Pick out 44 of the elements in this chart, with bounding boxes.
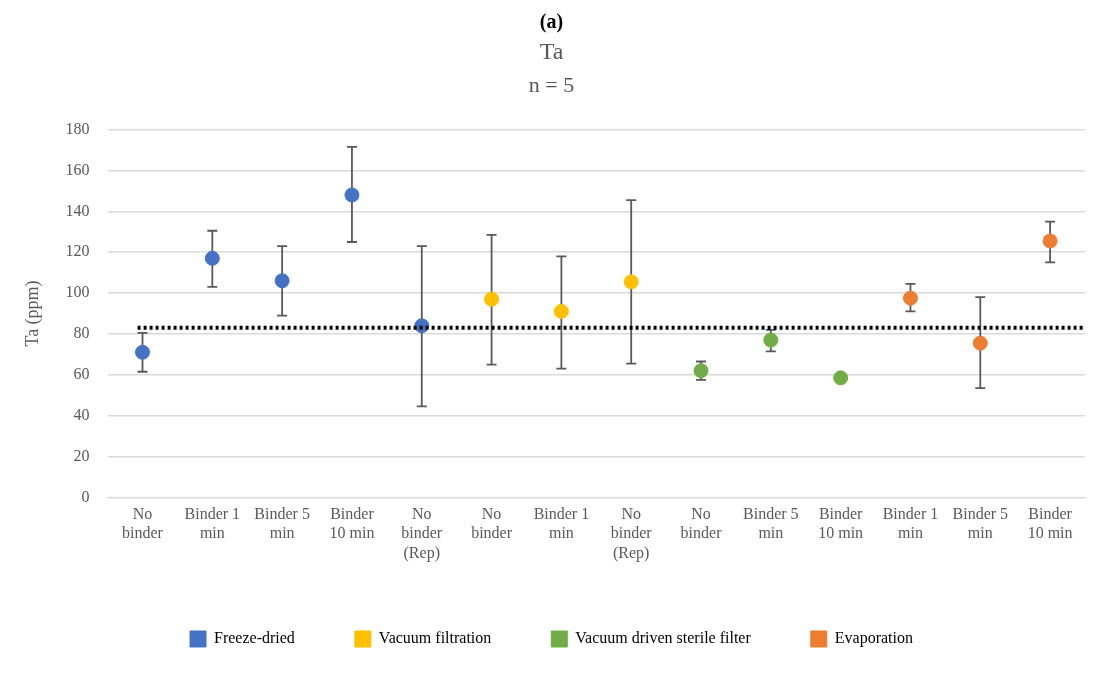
x-tick-label: Binder 10 min	[818, 505, 864, 542]
point	[972, 335, 988, 351]
point	[833, 370, 849, 386]
y-tick-label: 60	[73, 365, 90, 382]
x-tick-label: Binder 5 min	[743, 505, 799, 542]
y-tick-label: 40	[73, 405, 90, 423]
y-tick-label: 120	[65, 242, 90, 260]
y-tick-label: 100	[65, 283, 90, 301]
point	[623, 274, 639, 290]
x-tick-label: No binder (Rep)	[401, 505, 443, 562]
x-tick-label: Binder 1 min	[882, 505, 939, 542]
x-tick-label: Binder 5 min	[254, 505, 310, 542]
point	[763, 332, 779, 348]
y-tick-label: 180	[65, 119, 90, 137]
y-axis-title: Ta (ppm)	[21, 280, 43, 347]
y-tick-label: 160	[65, 160, 90, 178]
legend-label: Freeze-dried	[214, 629, 295, 647]
x-tick-label: Binder 5 min	[952, 505, 1009, 542]
y-tick-label: 80	[73, 324, 90, 342]
y-tick-label: 0	[81, 487, 90, 505]
chart-title: (a)	[538, 9, 565, 34]
point	[135, 344, 151, 360]
x-tick-label: No binder	[680, 505, 723, 542]
text: n = 5	[527, 71, 576, 99]
point	[274, 273, 290, 289]
x-tick-label: Binder 1 min	[533, 505, 590, 542]
x-tick-label: Binder 1 min	[184, 505, 241, 542]
x-tick-label: Binder 10 min	[1027, 505, 1073, 542]
point	[484, 291, 500, 307]
x-tick-label: No binder (Rep)	[610, 505, 653, 562]
y-tick-label: 20	[73, 446, 90, 464]
legend-label: Vacuum driven sterile filter	[575, 629, 752, 647]
point	[1042, 233, 1058, 249]
point	[902, 290, 918, 306]
point	[344, 187, 360, 203]
x-tick-label: Binder 10 min	[329, 505, 375, 542]
y-tick-label: 140	[65, 201, 90, 219]
x-tick-label: No binder	[122, 505, 164, 542]
point	[204, 250, 220, 266]
x-tick-label: No binder	[471, 505, 513, 542]
chart-subtitle: Ta	[538, 37, 565, 66]
point	[553, 303, 569, 319]
legend-label: Evaporation	[834, 629, 913, 648]
legend-label: Vacuum filtration	[378, 629, 492, 647]
